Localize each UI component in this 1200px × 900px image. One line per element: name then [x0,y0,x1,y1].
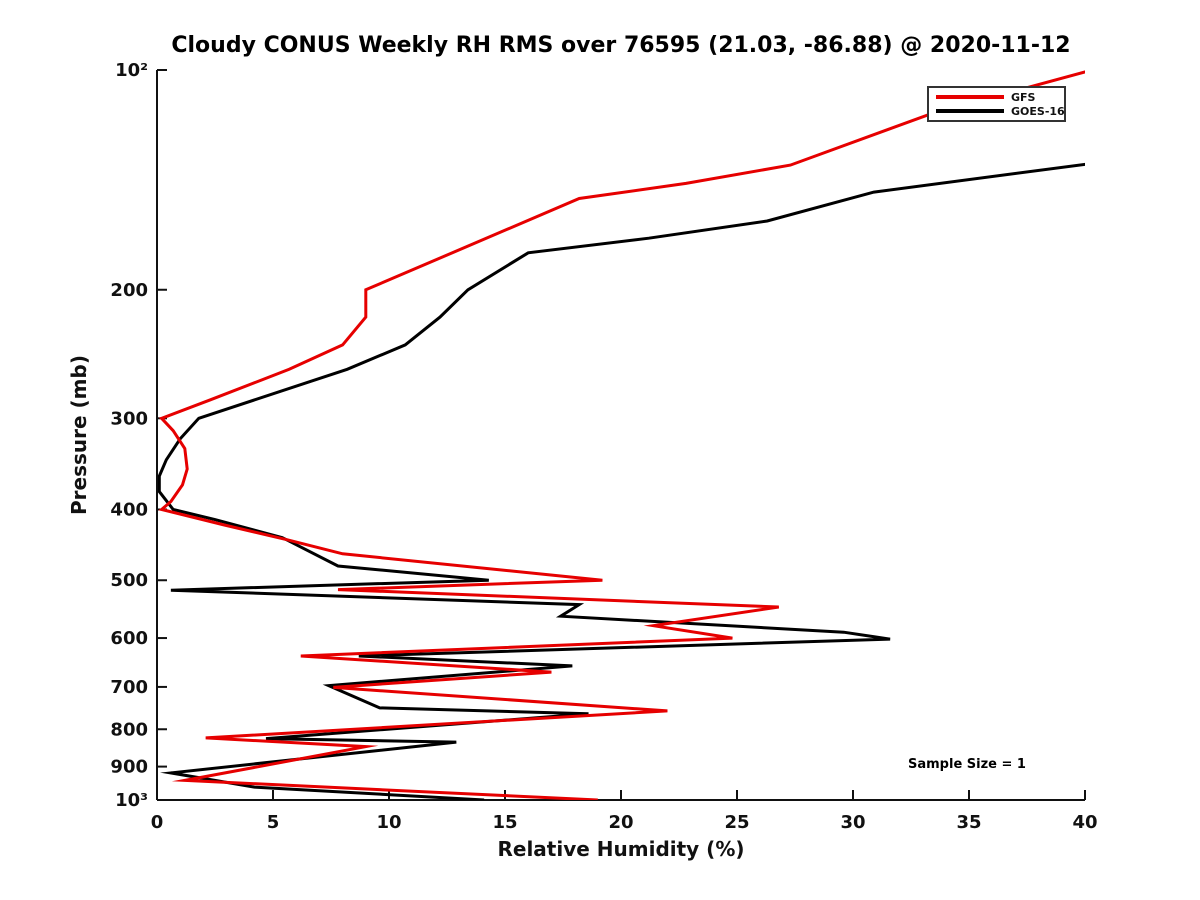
y-axis-label: Pressure (mb) [67,355,91,515]
goes16-series-line [157,162,1085,800]
x-axis-label: Relative Humidity (%) [497,837,744,861]
y-tick-label: 600 [110,628,148,649]
y-tick-label: 10² [115,60,148,81]
data-series [157,70,1085,800]
x-tick-label: 35 [956,812,981,833]
x-tick-label: 5 [267,812,280,833]
axis-ticks [156,69,1086,801]
chart-title: Cloudy CONUS Weekly RH RMS over 76595 (2… [171,33,1070,58]
x-tick-label: 30 [840,812,865,833]
y-tick-label: 200 [110,280,148,301]
x-tick-label: 25 [724,812,749,833]
legend-gfs-label: GFS [1011,91,1036,104]
x-tick-label: 10 [376,812,401,833]
legend-goes16-label: GOES-16 [1011,105,1065,118]
y-tick-label: 800 [110,719,148,740]
y-tick-label: 500 [110,570,148,591]
y-tick-label: 10³ [115,790,148,811]
y-tick-label: 900 [110,757,148,778]
gfs-series-line [158,70,1085,800]
axis-tick-labels: 0 5 10 15 20 25 30 35 40 10² 200 300 400 500 600 700 800… [110,60,1097,833]
x-tick-label: 20 [608,812,633,833]
legend: GFS GOES-16 [927,86,1066,122]
x-tick-label: 15 [492,812,517,833]
x-tick-label: 0 [151,812,164,833]
y-tick-label: 300 [110,408,148,429]
y-tick-label: 400 [110,500,148,521]
sample-size-annotation: Sample Size = 1 [908,757,1026,772]
legend-box [927,86,1066,122]
x-tick-label: 40 [1072,812,1097,833]
y-tick-label: 700 [110,677,148,698]
